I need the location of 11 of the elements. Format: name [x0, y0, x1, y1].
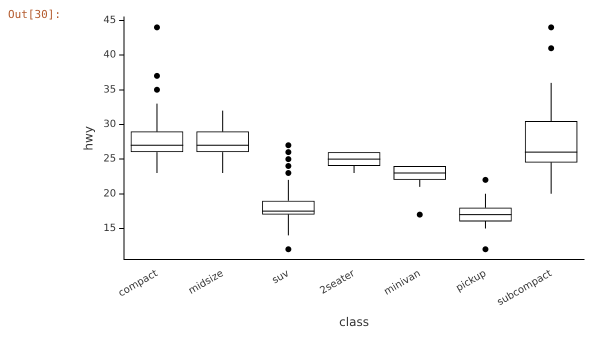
y-tick-label: 40: [103, 50, 116, 61]
x-tick-label: suv: [270, 268, 292, 286]
y-tick-label: 15: [103, 223, 116, 234]
x-axis-title: class: [339, 314, 369, 329]
text: Out[30]:: [8, 8, 61, 21]
y-axis-title: hwy: [81, 126, 96, 151]
y-tick-label: 25: [103, 154, 116, 165]
y-tick-label: 35: [103, 84, 116, 96]
y-tick-label: 30: [103, 119, 116, 130]
y-tick-label: 45: [103, 15, 116, 26]
y-tick-label: 20: [103, 188, 116, 200]
